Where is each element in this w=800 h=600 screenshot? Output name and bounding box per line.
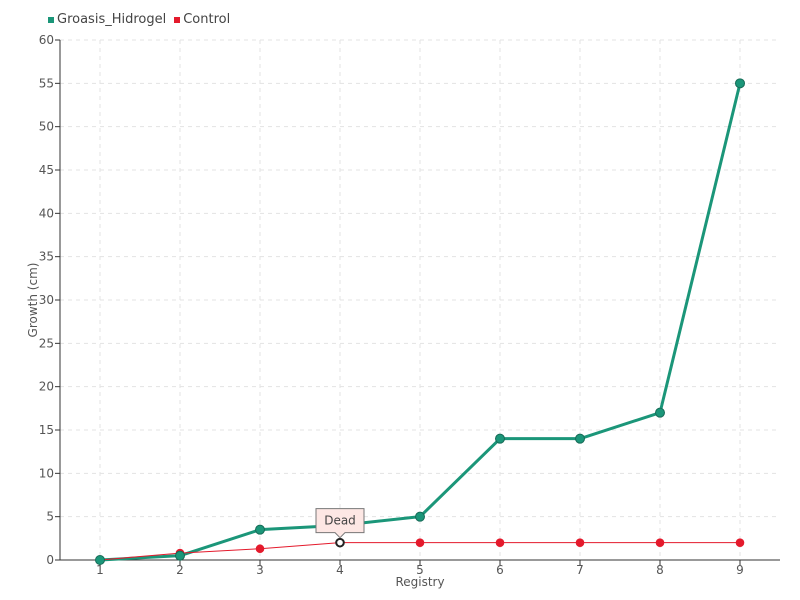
y-tick-label: 55 — [39, 76, 54, 90]
y-tick-label: 50 — [39, 120, 54, 134]
data-point-series-2[interactable] — [735, 538, 745, 547]
legend-label-series-1: Groasis_Hidrogel — [57, 12, 167, 27]
legend-swatch-series-1 — [48, 16, 54, 23]
y-tick-label: 60 — [39, 33, 54, 47]
data-point-series-1[interactable] — [495, 433, 505, 444]
y-tick-label: 5 — [46, 510, 54, 524]
annotation-tooltip-text: Dead — [324, 514, 356, 528]
y-tick-label: 20 — [39, 380, 54, 394]
data-point-series-2[interactable] — [575, 538, 585, 547]
x-tick-label: 5 — [416, 563, 424, 577]
y-axis-title: Growth (cm) — [26, 263, 40, 338]
legend-item-series-2[interactable]: Control — [174, 12, 230, 27]
y-tick-label: 15 — [39, 423, 54, 437]
legend-item-series-1[interactable]: Groasis_Hidrogel — [48, 12, 166, 27]
data-point-series-1[interactable] — [175, 550, 185, 561]
x-tick-label: 1 — [96, 563, 104, 577]
y-tick-label: 30 — [39, 293, 54, 307]
y-tick-label: 10 — [39, 466, 54, 480]
data-point-series-2[interactable] — [255, 544, 265, 554]
data-point-series-1[interactable] — [575, 433, 585, 444]
data-point-series-1[interactable] — [95, 555, 105, 565]
annotation-tooltip-box — [315, 508, 365, 539]
data-point-series-2[interactable] — [655, 538, 665, 547]
legend-swatch-series-2 — [174, 16, 181, 23]
data-point-series-2[interactable] — [335, 537, 345, 548]
y-tick-label: 0 — [46, 553, 54, 567]
x-tick-label: 8 — [656, 563, 664, 577]
x-tick-label: 6 — [496, 563, 504, 577]
data-point-series-2[interactable] — [415, 538, 425, 547]
x-tick-label: 4 — [336, 563, 344, 577]
data-point-series-1[interactable] — [415, 511, 425, 522]
y-tick-label: 45 — [39, 163, 54, 177]
x-tick-label: 7 — [576, 563, 584, 577]
x-tick-label: 3 — [256, 563, 264, 577]
y-tick-label: 35 — [39, 250, 54, 264]
data-point-series-2[interactable] — [495, 538, 505, 547]
legend-label-series-2: Control — [183, 12, 231, 27]
y-tick-label: 25 — [39, 336, 54, 350]
chart-legend: Groasis_Hidrogel Control — [48, 12, 230, 27]
data-point-series-1[interactable] — [255, 524, 265, 535]
data-point-series-1[interactable] — [735, 78, 745, 89]
x-tick-label: 2 — [176, 563, 184, 577]
x-axis-title: Registry — [395, 575, 444, 589]
x-tick-label: 9 — [736, 563, 744, 577]
data-point-series-1[interactable] — [655, 407, 665, 418]
y-tick-label: 40 — [39, 206, 54, 220]
